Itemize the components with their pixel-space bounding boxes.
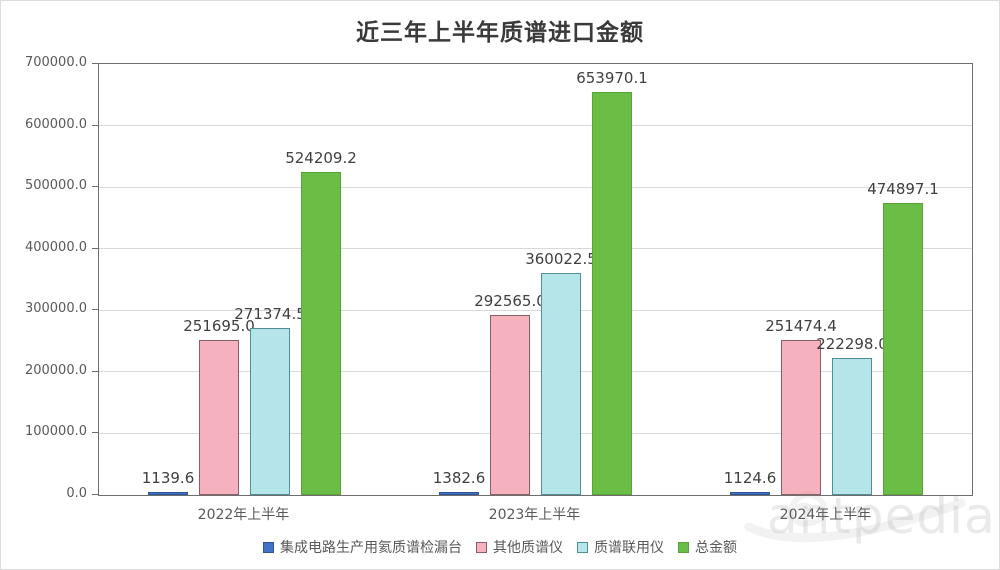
bar-集成电路生产用氦质谱检漏台-2022年上半年: [148, 492, 188, 495]
gridline: [99, 371, 972, 373]
bar-质谱联用仪-2022年上半年: [250, 327, 290, 495]
legend-item: 总金额: [678, 537, 737, 557]
legend-item: 其他质谱仪: [476, 537, 563, 557]
y-axis-tick-label: 100000.0: [24, 424, 87, 440]
legend-swatch-icon: [577, 541, 588, 553]
bar-value-label: 474897.1: [867, 179, 939, 198]
x-axis-category-label: 2024年上半年: [779, 507, 872, 523]
y-axis-tick: [92, 124, 98, 126]
gridline: [99, 186, 972, 188]
bar-value-label: 1124.6: [723, 469, 777, 487]
bar-集成电路生产用氦质谱检漏台-2024年上半年: [730, 492, 770, 495]
y-axis-tick: [92, 432, 98, 434]
legend-label: 总金额: [695, 540, 737, 556]
bar-value-label: 222298.0: [816, 335, 888, 354]
legend-swatch-icon: [263, 541, 274, 553]
gridline: [99, 125, 972, 127]
legend-swatch-icon: [678, 541, 689, 553]
bar-其他质谱仪-2022年上半年: [199, 340, 239, 495]
gridline: [99, 432, 972, 434]
bar-质谱联用仪-2024年上半年: [832, 358, 872, 495]
bar-value-label: 360022.5: [525, 250, 597, 269]
x-axis-category-label: 2023年上半年: [488, 507, 581, 523]
y-axis-tick-label: 500000.0: [24, 178, 87, 194]
legend-item: 质谱联用仪: [577, 537, 664, 557]
y-axis-tick-label: 200000.0: [24, 362, 87, 378]
bar-总金额-2023年上半年: [592, 92, 632, 495]
legend-label: 集成电路生产用氦质谱检漏台: [280, 540, 462, 556]
bar-其他质谱仪-2023年上半年: [490, 314, 530, 495]
y-axis-tick: [92, 186, 98, 188]
legend-swatch-icon: [476, 541, 487, 553]
bar-value-label: 251474.4: [765, 317, 837, 336]
x-axis-category-label: 2022年上半年: [197, 507, 290, 523]
bar-value-label: 1139.6: [141, 469, 195, 487]
bar-value-label: 653970.1: [576, 69, 648, 88]
y-axis-tick: [92, 63, 98, 64]
bar-集成电路生产用氦质谱检漏台-2023年上半年: [439, 492, 479, 495]
legend-item: 集成电路生产用氦质谱检漏台: [263, 537, 462, 557]
gridline: [99, 248, 972, 250]
bar-value-label: 251695.0: [183, 317, 255, 336]
y-axis-tick-label: 300000.0: [24, 301, 87, 317]
y-axis-tick-label: 0.0: [66, 486, 87, 501]
chart-title: 近三年上半年质谱进口金额: [356, 19, 644, 46]
bar-总金额-2024年上半年: [883, 202, 923, 495]
gridline: [99, 309, 972, 311]
bar-总金额-2022年上半年: [301, 172, 341, 495]
bar-value-label: 1382.6: [432, 469, 486, 487]
bar-其他质谱仪-2024年上半年: [781, 340, 821, 495]
y-axis-tick: [92, 370, 98, 372]
y-axis-tick: [92, 309, 98, 311]
y-axis-tick-label: 700000.0: [24, 55, 87, 70]
bar-value-label: 271374.5: [234, 304, 306, 323]
y-axis-tick-label: 400000.0: [24, 239, 87, 255]
y-axis-tick: [92, 247, 98, 249]
y-axis-tick: [92, 494, 98, 495]
legend: 集成电路生产用氦质谱检漏台 其他质谱仪 质谱联用仪 总金额: [1, 537, 999, 557]
legend-label: 质谱联用仪: [594, 540, 664, 556]
legend-label: 其他质谱仪: [493, 540, 563, 556]
bar-value-label: 524209.2: [285, 149, 357, 168]
bar-质谱联用仪-2023年上半年: [541, 273, 581, 495]
plot-area: 1139.6 251695.0 271374.5 524209.2 1382.6 2925…: [98, 63, 973, 496]
bar-value-label: 292565.0: [474, 291, 546, 310]
y-axis-tick-label: 600000.0: [24, 116, 87, 132]
